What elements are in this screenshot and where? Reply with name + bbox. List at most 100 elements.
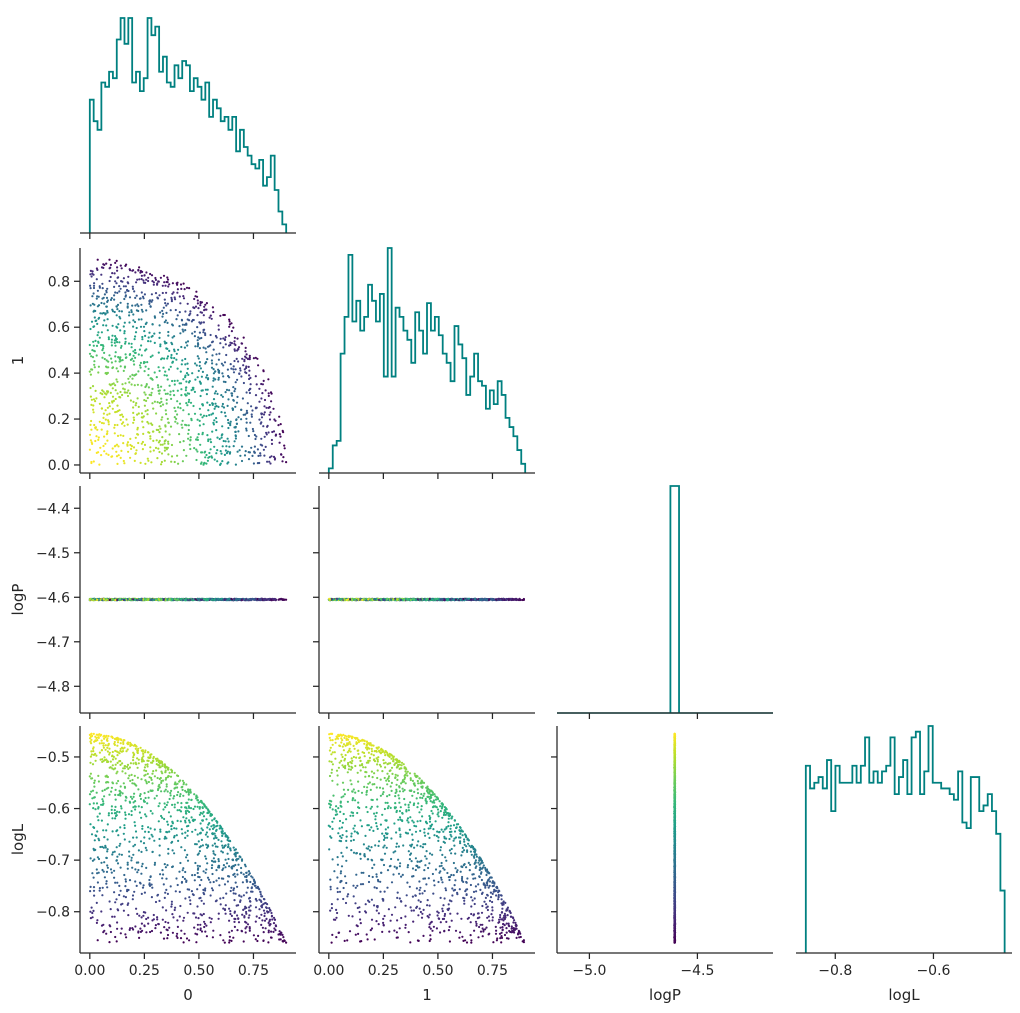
scatter-point xyxy=(122,325,125,328)
scatter-point xyxy=(252,934,255,937)
scatter-point xyxy=(138,266,141,269)
scatter-point xyxy=(96,815,99,818)
scatter-point xyxy=(220,877,223,880)
scatter-point xyxy=(206,401,209,404)
scatter-point xyxy=(247,434,250,438)
scatter-point xyxy=(92,344,95,347)
scatter-point xyxy=(224,449,227,452)
scatter-point xyxy=(164,302,167,305)
scatter-point xyxy=(124,294,127,297)
scatter-point xyxy=(240,895,243,898)
scatter-point xyxy=(213,445,216,448)
scatter-point xyxy=(106,746,109,749)
scatter-point xyxy=(153,861,157,865)
scatter-point xyxy=(167,334,170,337)
scatter-point xyxy=(147,431,150,434)
scatter-point xyxy=(199,367,202,370)
scatter-point xyxy=(109,275,112,279)
scatter-point xyxy=(221,405,224,408)
scatter-point xyxy=(149,930,152,934)
scatter-point xyxy=(242,364,245,367)
scatter-point xyxy=(161,436,164,439)
scatter-point xyxy=(263,398,267,402)
scatter-point xyxy=(214,390,217,393)
scatter-point xyxy=(159,931,162,934)
scatter-point xyxy=(281,460,284,463)
scatter-point xyxy=(258,418,261,421)
scatter-point xyxy=(143,443,147,446)
scatter-point xyxy=(156,401,159,404)
scatter-point xyxy=(215,363,218,366)
scatter-point xyxy=(171,840,174,844)
scatter-point xyxy=(108,900,111,903)
scatter-point xyxy=(182,409,185,412)
scatter-point xyxy=(163,298,166,301)
scatter-point xyxy=(120,413,123,416)
scatter-point xyxy=(485,598,488,602)
scatter-point xyxy=(90,428,93,431)
scatter-point xyxy=(245,421,248,424)
scatter-point xyxy=(115,455,119,458)
scatter-point xyxy=(105,289,108,292)
scatter-point xyxy=(102,347,105,350)
scatter-point xyxy=(114,598,117,602)
scatter-point xyxy=(205,302,208,305)
scatter-point xyxy=(215,353,218,356)
scatter-logP-vs-1 xyxy=(327,597,526,602)
scatter-point xyxy=(262,931,265,934)
scatter-point xyxy=(189,310,192,313)
scatter-point xyxy=(130,859,133,862)
hist-1 xyxy=(327,247,527,473)
scatter-point xyxy=(128,392,131,395)
scatter-point xyxy=(120,598,123,601)
scatter-point xyxy=(105,781,108,784)
scatter-point xyxy=(153,371,156,374)
scatter-point xyxy=(127,275,130,278)
scatter-point xyxy=(155,763,158,766)
scatter-point xyxy=(126,441,130,444)
scatter-point xyxy=(187,437,190,440)
scatter-point xyxy=(240,866,243,870)
scatter-point xyxy=(166,864,169,867)
scatter-point xyxy=(105,880,108,883)
scatter-point xyxy=(169,393,172,396)
scatter-point xyxy=(233,349,236,352)
scatter-point xyxy=(120,449,123,452)
scatter-point xyxy=(220,434,223,437)
scatter-point xyxy=(196,299,199,302)
scatter-point xyxy=(265,598,268,602)
scatter-point xyxy=(234,430,237,433)
scatter-point xyxy=(93,839,96,842)
scatter-point xyxy=(114,935,117,939)
scatter-point xyxy=(124,933,127,936)
scatter-point xyxy=(252,462,255,465)
scatter-point xyxy=(351,599,354,602)
scatter-point xyxy=(120,807,123,810)
scatter-point xyxy=(152,407,155,410)
scatter-point xyxy=(180,287,183,290)
scatter-point xyxy=(259,893,262,896)
scatter-point xyxy=(147,276,150,279)
scatter-point xyxy=(196,339,199,342)
scatter-point xyxy=(159,311,162,314)
scatter-point xyxy=(198,407,201,410)
scatter-point xyxy=(114,344,117,347)
scatter-point xyxy=(116,266,119,269)
scatter-point xyxy=(271,430,274,434)
scatter-point xyxy=(122,832,125,835)
scatter-point xyxy=(89,423,92,426)
scatter-point xyxy=(120,927,123,930)
scatter-point xyxy=(160,358,163,361)
scatter-point xyxy=(132,313,135,316)
scatter-point xyxy=(160,452,164,455)
scatter-point xyxy=(136,383,139,386)
scatter-point xyxy=(165,776,168,780)
scatter-point xyxy=(140,274,143,277)
scatter-point xyxy=(142,281,145,284)
y-tick-label: −4.5 xyxy=(36,546,70,562)
scatter-point xyxy=(141,420,144,423)
scatter-point xyxy=(237,921,241,924)
scatter-point xyxy=(219,314,222,317)
scatter-point xyxy=(118,598,121,601)
scatter-point xyxy=(157,386,160,389)
